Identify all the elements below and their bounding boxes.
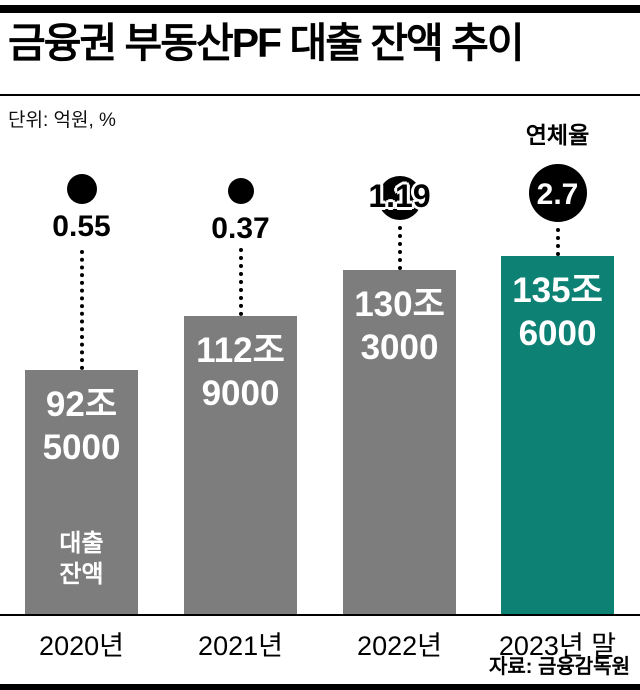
- bar-2020: 92조 5000 대출 잔액: [25, 370, 138, 616]
- rate-circle-2022: [377, 176, 422, 220]
- bar-group-2023: 2.7 135조 6000 2023년 말: [499, 0, 616, 690]
- bar-group-2022: 1.19 130조 3000 2022년: [343, 0, 456, 690]
- dotted-connector-2023: [555, 228, 560, 256]
- rate-value-2023: 2.7: [536, 178, 579, 211]
- delinquency-rate-label: 연체율: [525, 122, 590, 148]
- title-divider: [0, 94, 640, 96]
- bar-2023: 135조 6000: [501, 256, 614, 616]
- caption-line-2: 잔액: [59, 560, 104, 588]
- bar-value-2023: 135조 6000: [501, 256, 614, 355]
- bar-2022: 130조 3000: [343, 270, 456, 616]
- top-rule: [0, 5, 640, 13]
- rate-circle-2021: [227, 178, 254, 204]
- x-axis-label-2020: 2020년: [39, 631, 124, 661]
- bar-value-line-2: 3000: [360, 327, 439, 367]
- bar-value-line-1: 130조: [354, 285, 445, 324]
- rate-circle-2023: [528, 164, 587, 222]
- bar-value-line-2: 5000: [42, 427, 121, 467]
- bar-value-line-1: 112조: [196, 331, 285, 370]
- x-axis-line: [0, 614, 640, 616]
- rate-circle-2020: [66, 174, 97, 204]
- bar-value-line-1: 92조: [45, 385, 118, 424]
- bar-value-2021: 112조 9000: [184, 316, 297, 415]
- rate-value-2020: 0.55: [52, 210, 111, 243]
- dotted-connector-2020: [79, 250, 84, 370]
- dotted-connector-2021: [238, 248, 243, 316]
- bottom-rule: [0, 684, 640, 690]
- bar-value-line-2: 6000: [518, 313, 597, 353]
- caption-line-1: 대출: [59, 529, 104, 557]
- source-label: 자료: 금융감독원: [488, 656, 630, 678]
- unit-label: 단위: 억원, %: [8, 110, 116, 131]
- x-axis-label-2023: 2023년 말: [498, 631, 617, 661]
- bar-group-2021: 0.37 112조 9000 2021년: [184, 0, 297, 690]
- bar-value-2020: 92조 5000: [25, 370, 138, 469]
- bar-value-2022: 130조 3000: [343, 270, 456, 369]
- bar-2021: 112조 9000: [184, 316, 297, 616]
- bar-group-2020: 0.55 92조 5000 대출 잔액 2020년: [25, 0, 138, 690]
- bar-value-line-2: 9000: [201, 373, 280, 413]
- x-axis-label-2022: 2022년: [357, 631, 442, 661]
- rate-value-2021: 0.37: [211, 212, 270, 245]
- chart-title: 금융권 부동산PF 대출 잔액 추이: [8, 20, 525, 66]
- rate-value-2022: 1.19: [368, 178, 431, 214]
- x-axis-label-2021: 2021년: [198, 631, 283, 661]
- dotted-connector-2022: [397, 226, 402, 270]
- in-bar-caption: 대출 잔액: [25, 528, 138, 590]
- bar-value-line-1: 135조: [512, 271, 603, 310]
